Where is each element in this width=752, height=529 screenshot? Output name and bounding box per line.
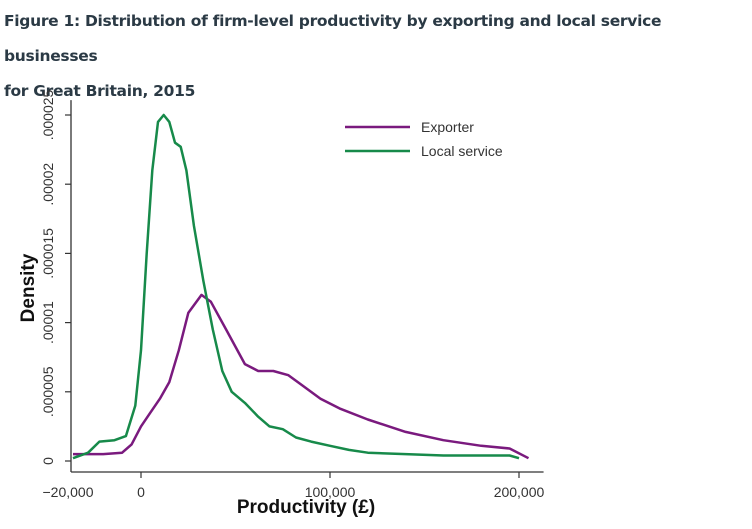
y-tick-label: .000015 xyxy=(40,228,56,279)
title-line-2: for Great Britain, 2015 xyxy=(4,82,196,100)
y-tick-label: .00001 xyxy=(40,301,56,344)
title-line-1: Figure 1: Distribution of firm-level pro… xyxy=(4,12,662,65)
series-line-exporter xyxy=(73,293,530,460)
y-axis-label: Density xyxy=(18,253,39,322)
y-tick-label: .000005 xyxy=(40,366,56,417)
y-tick-label: .00002 xyxy=(40,163,56,206)
y-tick-label: 0 xyxy=(40,457,56,465)
legend-label: Local service xyxy=(421,143,503,159)
x-tick-label: −20,000 xyxy=(43,484,94,500)
y-tick-label: .000025 xyxy=(40,89,56,140)
x-tick-label: 200,000 xyxy=(494,484,545,500)
figure-title: Figure 1: Distribution of firm-level pro… xyxy=(4,4,752,109)
x-axis-label: Productivity (£) xyxy=(237,497,375,518)
legend-label: Exporter xyxy=(421,119,474,135)
series-line-local-service xyxy=(72,113,520,460)
x-tick-label: 100,000 xyxy=(305,484,356,500)
x-tick-label: 0 xyxy=(137,484,145,500)
